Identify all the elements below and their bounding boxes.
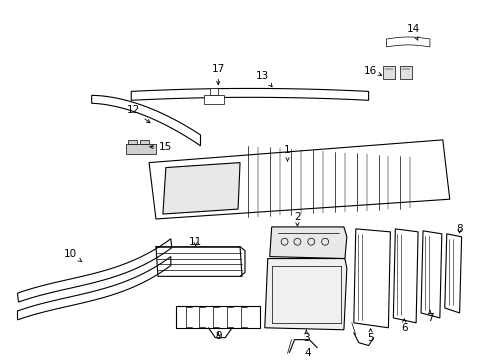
Text: 3: 3 — [303, 330, 309, 343]
Text: 8: 8 — [455, 224, 462, 234]
Polygon shape — [18, 239, 171, 302]
Text: 14: 14 — [406, 24, 419, 40]
Polygon shape — [392, 229, 417, 323]
Text: 4: 4 — [304, 347, 310, 357]
Polygon shape — [91, 95, 200, 146]
Polygon shape — [269, 227, 346, 258]
Polygon shape — [128, 140, 137, 144]
Polygon shape — [18, 257, 170, 320]
Polygon shape — [163, 163, 240, 214]
Text: 11: 11 — [188, 237, 202, 247]
Polygon shape — [126, 144, 156, 154]
Text: 1: 1 — [284, 145, 290, 161]
Polygon shape — [264, 258, 346, 330]
Polygon shape — [400, 66, 411, 78]
Text: 5: 5 — [366, 329, 373, 343]
Polygon shape — [149, 140, 449, 219]
Text: 12: 12 — [126, 105, 150, 123]
Text: 10: 10 — [63, 249, 81, 261]
Text: 2: 2 — [293, 212, 300, 226]
Polygon shape — [353, 229, 389, 328]
Polygon shape — [420, 231, 441, 318]
Text: 17: 17 — [211, 64, 224, 85]
Text: 7: 7 — [426, 310, 432, 323]
Polygon shape — [210, 89, 218, 95]
Text: 16: 16 — [363, 66, 381, 76]
Text: 9: 9 — [215, 331, 221, 341]
Polygon shape — [204, 95, 224, 104]
Text: 15: 15 — [149, 142, 172, 152]
Polygon shape — [386, 37, 429, 47]
Text: 6: 6 — [400, 319, 407, 333]
Polygon shape — [131, 89, 368, 100]
Text: 13: 13 — [256, 71, 271, 87]
Polygon shape — [444, 234, 461, 313]
Polygon shape — [383, 66, 394, 78]
Polygon shape — [140, 140, 149, 144]
